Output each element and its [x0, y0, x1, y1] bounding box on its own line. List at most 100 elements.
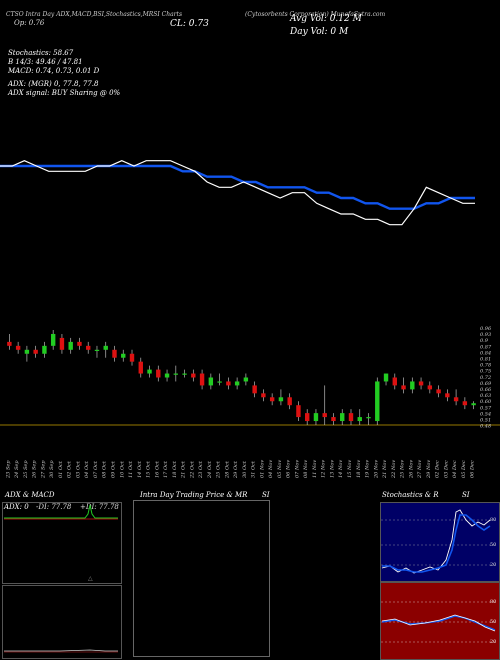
- x-tick-label: 15 Oct: [146, 460, 152, 478]
- candle-body: [182, 373, 187, 375]
- x-tick-label: 29 Oct: [233, 460, 239, 479]
- candle: [24, 345, 30, 362]
- close-label: CL: 0.73: [170, 19, 209, 29]
- x-tick-label: 27 Sep: [40, 460, 46, 479]
- candle: [208, 373, 214, 390]
- y-tick-label: 0.48: [480, 424, 491, 430]
- candle: [418, 377, 424, 390]
- x-tick-label: 29 Nov: [426, 460, 432, 479]
- x-tick-label: 22 Oct: [189, 460, 195, 479]
- candle-body: [401, 385, 406, 390]
- y-tick-label: 0.66: [480, 387, 492, 393]
- candlestick-chart: 0.960.930.90.870.840.810.780.750.720.690…: [0, 326, 500, 479]
- candle: [287, 393, 292, 410]
- adx-panel: [2, 502, 122, 584]
- x-tick-label: 11 Nov: [312, 460, 318, 478]
- x-tick-label: 26 Sep: [32, 460, 38, 479]
- price-ma-chart: [0, 160, 475, 226]
- x-tick-label: 10 Oct: [119, 460, 125, 478]
- candle-body: [191, 373, 196, 378]
- y-tick-label: 0.96: [480, 326, 492, 332]
- candle-body: [94, 349, 100, 351]
- candle: [103, 341, 108, 358]
- candle-body: [147, 369, 152, 374]
- day-vol: Day Vol: 0 M: [290, 27, 349, 37]
- candle-body: [138, 361, 143, 374]
- candle: [427, 381, 433, 394]
- x-tick-label: 21 Nov: [382, 460, 388, 479]
- x-tick-label: 06 Nov: [286, 460, 292, 478]
- candle: [375, 377, 380, 425]
- intraday-panel: [133, 500, 270, 657]
- candle-body: [296, 405, 301, 418]
- x-tick-label: 14 Oct: [137, 460, 143, 478]
- stoch-tick: 50: [490, 542, 496, 548]
- x-tick-label: 08 Oct: [102, 460, 108, 478]
- x-tick-label: 02 Oct: [67, 460, 73, 478]
- candle: [331, 413, 336, 425]
- candle: [304, 409, 310, 425]
- intraday-si: SI: [262, 491, 270, 499]
- stoch-rsi-title: Stochastics & R: [382, 491, 439, 499]
- x-tick-label: 04 Dec: [452, 460, 458, 478]
- y-tick-label: 0.81: [480, 357, 491, 363]
- rsi-tick: 50: [490, 619, 496, 625]
- x-tick-label: 21 Oct: [181, 460, 187, 479]
- candle: [348, 409, 354, 425]
- candle-body: [173, 373, 179, 375]
- candle: [401, 377, 406, 394]
- x-tick-label: 19 Nov: [365, 460, 371, 478]
- candle-body: [77, 341, 82, 346]
- stoch-k-line: [381, 509, 491, 574]
- candle: [357, 409, 362, 425]
- candle-body: [112, 349, 117, 358]
- candle: [453, 389, 459, 406]
- candle-body: [471, 403, 476, 406]
- candle: [112, 345, 117, 362]
- y-tick-label: 0.72: [480, 375, 491, 381]
- candle: [42, 341, 47, 358]
- di-plus-line: [4, 504, 118, 519]
- candle-body: [313, 413, 319, 422]
- x-tick-label: 08 Nov: [303, 460, 309, 478]
- candle-body: [436, 389, 441, 394]
- candle-body: [357, 417, 362, 422]
- candle: [445, 389, 450, 402]
- y-tick-label: 0.69: [480, 381, 492, 387]
- stoch-values: B 14/3: 49.46 / 47.81: [8, 58, 83, 66]
- candle: [33, 345, 38, 358]
- avg-vol: Avg Vol: 0.12 M: [290, 14, 362, 24]
- candle: [243, 373, 249, 386]
- x-tick-label: 25 Sep: [23, 460, 29, 479]
- candle-body: [208, 377, 214, 386]
- candle-body: [243, 377, 249, 382]
- candle-body: [103, 345, 108, 350]
- stochastics-text: Stochastics: 58.67: [8, 49, 74, 57]
- indicator-line: CTSO Intra Day ADX,MACD,BSI,Stochastics,…: [6, 11, 183, 18]
- candle: [217, 373, 222, 386]
- candle-body: [234, 381, 240, 386]
- candle: [182, 369, 187, 378]
- candle-body: [24, 349, 30, 354]
- candle-body: [348, 413, 354, 422]
- candle: [199, 369, 205, 390]
- di-plus-value: +DI: 77.78: [80, 503, 119, 511]
- candle: [94, 345, 100, 358]
- y-tick-label: 0.93: [480, 332, 491, 338]
- candle: [340, 409, 345, 425]
- candle: [191, 369, 196, 382]
- y-tick-label: 0.57: [480, 405, 492, 411]
- candle-body: [383, 373, 389, 382]
- candle-body: [68, 341, 73, 350]
- candle: [59, 333, 65, 354]
- x-tick-label: 07 Oct: [93, 460, 99, 478]
- candle: [322, 385, 327, 425]
- candle: [366, 413, 371, 425]
- candle-body: [59, 337, 65, 350]
- company-title: (Cytosorbents Corporation) MunafaSutra.c…: [245, 11, 386, 18]
- candle-body: [156, 369, 161, 378]
- candle: [147, 365, 152, 378]
- candle: [471, 401, 476, 410]
- candle: [173, 365, 179, 382]
- y-tick-label: 0.63: [480, 393, 491, 399]
